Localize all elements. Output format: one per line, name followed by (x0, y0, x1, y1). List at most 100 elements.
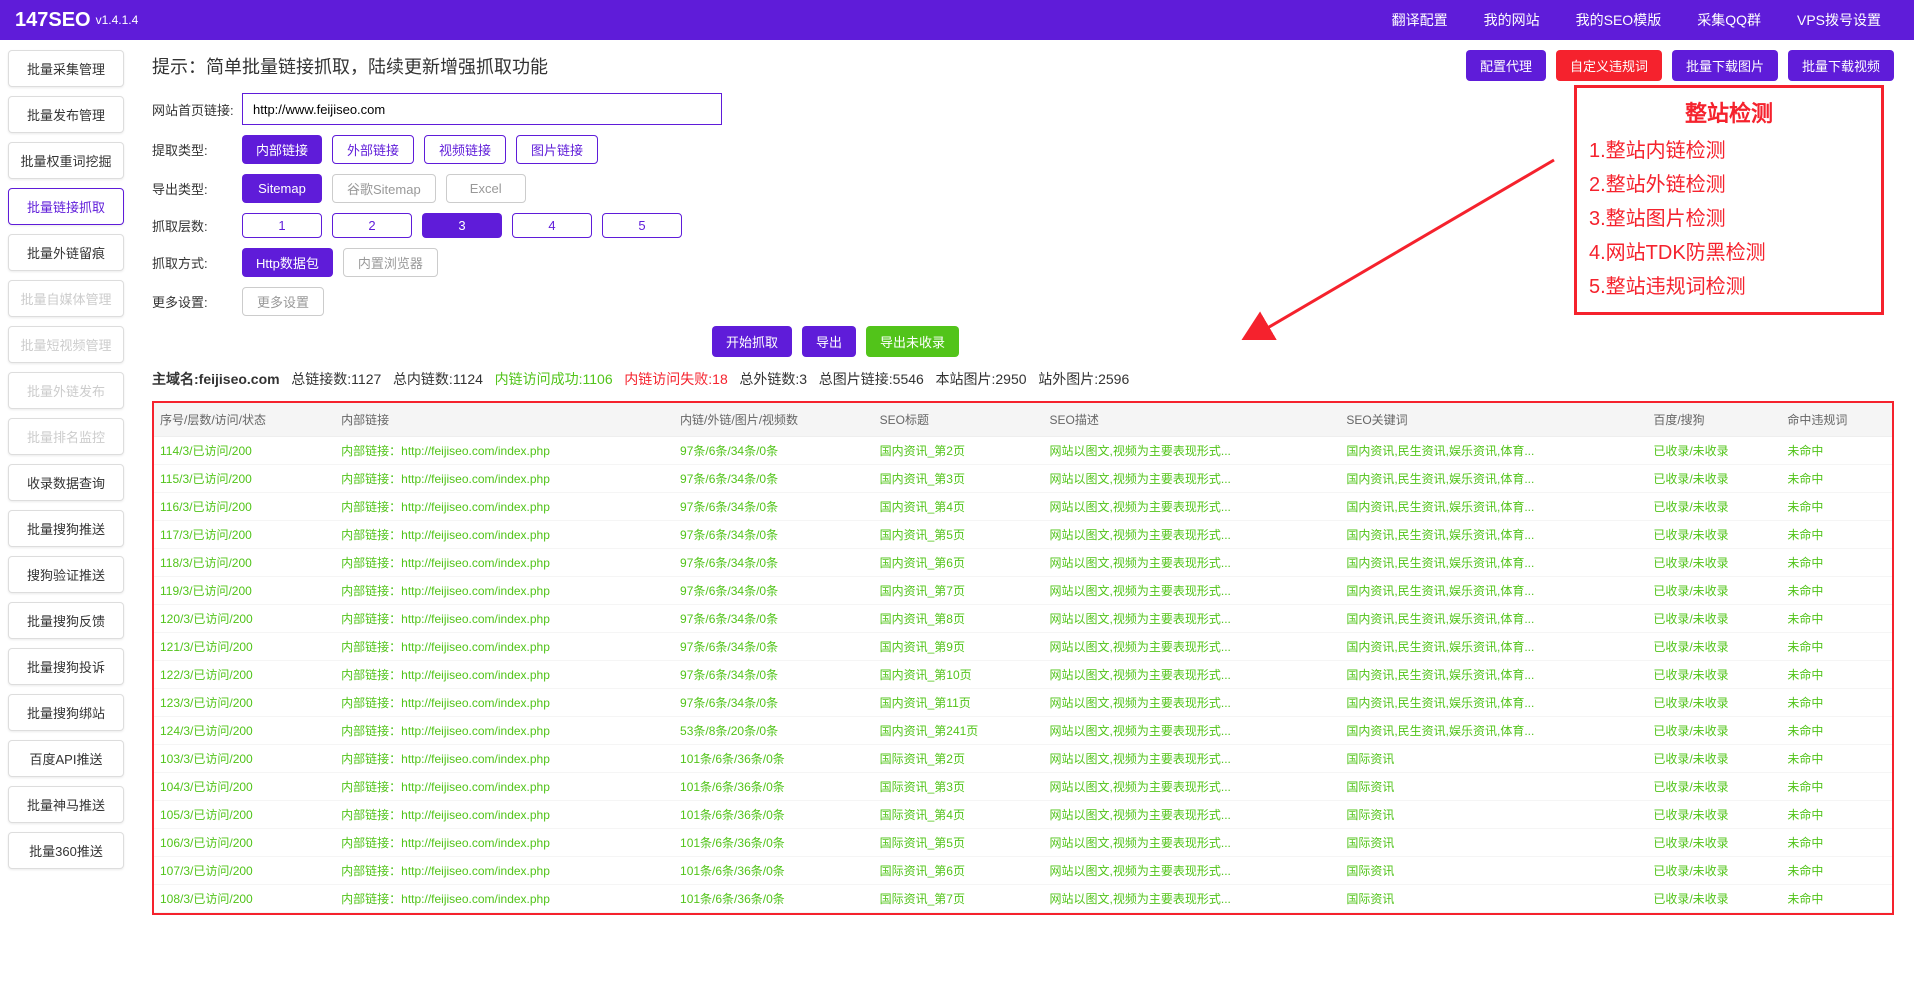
domain-label: 主域名: (152, 371, 199, 387)
nav-item[interactable]: 我的SEO模版 (1558, 10, 1680, 30)
table-cell: 国内资讯_第3页 (874, 465, 1044, 493)
table-row[interactable]: 119/3/已访问/200内部链接：http://feijiseo.com/in… (154, 577, 1892, 605)
nav-item[interactable]: VPS拨号设置 (1779, 10, 1899, 30)
table-cell: 121/3/已访问/200 (154, 633, 335, 661)
table-row[interactable]: 122/3/已访问/200内部链接：http://feijiseo.com/in… (154, 661, 1892, 689)
table-row[interactable]: 107/3/已访问/200内部链接：http://feijiseo.com/in… (154, 857, 1892, 885)
top-button[interactable]: 自定义违规词 (1556, 50, 1662, 81)
table-cell: 101条/6条/36条/0条 (674, 829, 874, 857)
table-cell: 国际资讯_第2页 (874, 745, 1044, 773)
nav-item[interactable]: 我的网站 (1466, 10, 1558, 30)
table-cell: 国内资讯_第10页 (874, 661, 1044, 689)
option-button[interactable]: 图片链接 (516, 135, 598, 164)
sidebar-item[interactable]: 批量自媒体管理 (8, 280, 124, 317)
sidebar-item[interactable]: 批量权重词挖掘 (8, 142, 124, 179)
table-cell: 未命中 (1781, 465, 1892, 493)
main: 提示：简单批量链接抓取，陆续更新增强抓取功能 配置代理自定义违规词批量下载图片批… (132, 40, 1914, 925)
option-button[interactable]: Http数据包 (242, 248, 333, 277)
table-row[interactable]: 124/3/已访问/200内部链接：http://feijiseo.com/in… (154, 717, 1892, 745)
table-cell: 网站以图文,视频为主要表现形式... (1044, 689, 1341, 717)
action-button[interactable]: 开始抓取 (712, 326, 792, 357)
top-button[interactable]: 批量下载图片 (1672, 50, 1778, 81)
table-cell: 已收录/未收录 (1647, 521, 1781, 549)
table-cell: 97条/6条/34条/0条 (674, 689, 874, 717)
sidebar-item[interactable]: 批量搜狗绑站 (8, 694, 124, 731)
table-cell: 未命中 (1781, 857, 1892, 885)
table-row[interactable]: 116/3/已访问/200内部链接：http://feijiseo.com/in… (154, 493, 1892, 521)
sidebar-item[interactable]: 批量外链留痕 (8, 234, 124, 271)
table-cell: 未命中 (1781, 493, 1892, 521)
table-cell: 53条/8条/20条/0条 (674, 717, 874, 745)
table-row[interactable]: 117/3/已访问/200内部链接：http://feijiseo.com/in… (154, 521, 1892, 549)
table-cell: 已收录/未收录 (1647, 493, 1781, 521)
sidebar-item[interactable]: 批量360推送 (8, 832, 124, 869)
sidebar-item[interactable]: 批量搜狗推送 (8, 510, 124, 547)
option-button[interactable]: 内部链接 (242, 135, 322, 164)
table-cell: 已收录/未收录 (1647, 437, 1781, 465)
table-cell: 已收录/未收录 (1647, 577, 1781, 605)
table-row[interactable]: 105/3/已访问/200内部链接：http://feijiseo.com/in… (154, 801, 1892, 829)
nav-item[interactable]: 翻译配置 (1374, 10, 1466, 30)
table-row[interactable]: 114/3/已访问/200内部链接：http://feijiseo.com/in… (154, 437, 1892, 465)
table-row[interactable]: 121/3/已访问/200内部链接：http://feijiseo.com/in… (154, 633, 1892, 661)
table-row[interactable]: 118/3/已访问/200内部链接：http://feijiseo.com/in… (154, 549, 1892, 577)
sidebar-item[interactable]: 批量搜狗投诉 (8, 648, 124, 685)
sidebar-item[interactable]: 批量短视频管理 (8, 326, 124, 363)
table-row[interactable]: 104/3/已访问/200内部链接：http://feijiseo.com/in… (154, 773, 1892, 801)
option-button[interactable]: 3 (422, 213, 502, 238)
table-row[interactable]: 120/3/已访问/200内部链接：http://feijiseo.com/in… (154, 605, 1892, 633)
table-cell: 97条/6条/34条/0条 (674, 605, 874, 633)
internal-links: 总内链数:1124 (393, 371, 483, 387)
table-cell: 123/3/已访问/200 (154, 689, 335, 717)
sidebar-item[interactable]: 批量搜狗反馈 (8, 602, 124, 639)
sidebar-item[interactable]: 收录数据查询 (8, 464, 124, 501)
table-cell: 内部链接：http://feijiseo.com/index.php (335, 717, 674, 745)
table-row[interactable]: 115/3/已访问/200内部链接：http://feijiseo.com/in… (154, 465, 1892, 493)
option-button[interactable]: 谷歌Sitemap (332, 174, 436, 203)
sidebar-item[interactable]: 批量排名监控 (8, 418, 124, 455)
table-cell: 已收录/未收录 (1647, 717, 1781, 745)
table-cell: 国内资讯_第9页 (874, 633, 1044, 661)
option-button[interactable]: 视频链接 (424, 135, 506, 164)
option-button[interactable]: 外部链接 (332, 135, 414, 164)
annotation-box: 整站检测 1.整站内链检测2.整站外链检测3.整站图片检测4.网站TDK防黑检测… (1574, 85, 1884, 315)
table-header: 百度/搜狗 (1647, 403, 1781, 437)
table-cell: 国内资讯_第7页 (874, 577, 1044, 605)
action-button[interactable]: 导出未收录 (866, 326, 959, 357)
sidebar-item[interactable]: 百度API推送 (8, 740, 124, 777)
sidebar-item[interactable]: 批量发布管理 (8, 96, 124, 133)
table-cell: 已收录/未收录 (1647, 605, 1781, 633)
top-button[interactable]: 批量下载视频 (1788, 50, 1894, 81)
table-row[interactable]: 106/3/已访问/200内部链接：http://feijiseo.com/in… (154, 829, 1892, 857)
url-input[interactable] (242, 93, 722, 125)
option-button[interactable]: 内置浏览器 (343, 248, 438, 277)
option-button[interactable]: Sitemap (242, 174, 322, 203)
table-cell: 已收录/未收录 (1647, 549, 1781, 577)
table-row[interactable]: 123/3/已访问/200内部链接：http://feijiseo.com/in… (154, 689, 1892, 717)
table-cell: 已收录/未收录 (1647, 773, 1781, 801)
sidebar-item[interactable]: 搜狗验证推送 (8, 556, 124, 593)
table-row[interactable]: 108/3/已访问/200内部链接：http://feijiseo.com/in… (154, 885, 1892, 913)
top-button[interactable]: 配置代理 (1466, 50, 1546, 81)
table-row[interactable]: 103/3/已访问/200内部链接：http://feijiseo.com/in… (154, 745, 1892, 773)
option-button[interactable]: 2 (332, 213, 412, 238)
option-button[interactable]: 更多设置 (242, 287, 324, 316)
action-button[interactable]: 导出 (802, 326, 856, 357)
sidebar-item[interactable]: 批量外链发布 (8, 372, 124, 409)
table-cell: 内部链接：http://feijiseo.com/index.php (335, 437, 674, 465)
option-button[interactable]: Excel (446, 174, 526, 203)
table-cell: 97条/6条/34条/0条 (674, 493, 874, 521)
table-cell: 104/3/已访问/200 (154, 773, 335, 801)
table-cell: 网站以图文,视频为主要表现形式... (1044, 885, 1341, 913)
table-cell: 国际资讯 (1340, 885, 1647, 913)
sidebar-item[interactable]: 批量链接抓取 (8, 188, 124, 225)
option-button[interactable]: 5 (602, 213, 682, 238)
nav-item[interactable]: 采集QQ群 (1679, 10, 1779, 30)
sidebar-item[interactable]: 批量神马推送 (8, 786, 124, 823)
table-cell: 网站以图文,视频为主要表现形式... (1044, 437, 1341, 465)
table-cell: 未命中 (1781, 801, 1892, 829)
sidebar-item[interactable]: 批量采集管理 (8, 50, 124, 87)
option-button[interactable]: 1 (242, 213, 322, 238)
option-button[interactable]: 4 (512, 213, 592, 238)
nav: 翻译配置我的网站我的SEO模版采集QQ群VPS拨号设置 (1374, 10, 1899, 30)
